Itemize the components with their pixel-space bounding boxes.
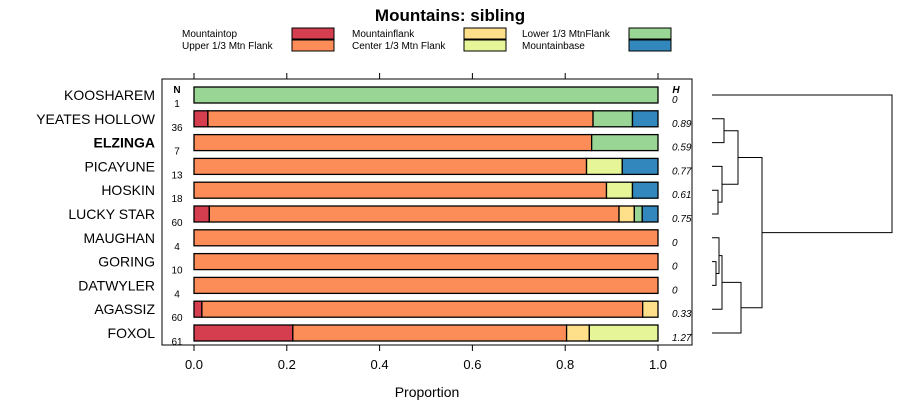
legend-label: Mountainflank bbox=[352, 29, 415, 40]
row-label: KOOSHAREM bbox=[64, 87, 155, 103]
dendrogram bbox=[712, 94, 893, 334]
row-label: PICAYUNE bbox=[84, 158, 155, 174]
row-h-value: 0.89 bbox=[672, 119, 692, 130]
bar-segment bbox=[193, 181, 608, 199]
h-column-header: H bbox=[672, 85, 680, 96]
bar-segment bbox=[590, 133, 659, 152]
row-n-value: 60 bbox=[171, 313, 183, 324]
row-label: YEATES HOLLOW bbox=[36, 111, 156, 127]
legend-label: Lower 1/3 MtnFlank bbox=[522, 29, 611, 40]
bar-segment bbox=[193, 229, 659, 247]
bar-segment bbox=[193, 252, 659, 271]
x-axis-title: Proportion bbox=[395, 384, 460, 400]
bar-segment bbox=[585, 157, 623, 176]
dendrogram-branch bbox=[712, 165, 723, 203]
legend-swatch bbox=[628, 27, 672, 40]
bar-segment bbox=[193, 276, 659, 295]
row-n-value: 60 bbox=[171, 218, 183, 229]
dendrogram-branch bbox=[712, 118, 725, 144]
bar-segment bbox=[621, 157, 659, 176]
row-n-value: 36 bbox=[171, 123, 183, 134]
plot-frame bbox=[161, 78, 693, 346]
bar-segment bbox=[565, 324, 590, 342]
bar-segment bbox=[201, 300, 644, 318]
bar-segment bbox=[193, 300, 203, 318]
row-h-value: 0 bbox=[672, 285, 678, 296]
dendrogram-branch bbox=[712, 281, 742, 334]
row-h-value: 0.77 bbox=[672, 166, 692, 177]
row-n-value: 1 bbox=[174, 99, 180, 110]
dendrogram-branch bbox=[712, 94, 893, 234]
bar-segment bbox=[292, 324, 568, 342]
bar-segment bbox=[641, 205, 659, 223]
bar-segment bbox=[588, 324, 659, 342]
legend-label: Center 1/3 Mtn Flank bbox=[352, 41, 446, 52]
row-h-value: 0 bbox=[672, 95, 678, 106]
x-tick-label: 0.4 bbox=[371, 357, 389, 372]
row-label: AGASSIZ bbox=[94, 301, 155, 317]
legend-label: Upper 1/3 Mtn Flank bbox=[182, 41, 274, 52]
bar-segment bbox=[633, 205, 643, 223]
x-tick-label: 1.0 bbox=[649, 357, 667, 372]
bar-segment bbox=[208, 205, 620, 223]
row-h-value: 0.61 bbox=[672, 190, 691, 201]
bar-segment bbox=[631, 110, 659, 128]
bar-segment bbox=[207, 110, 594, 128]
bar-segment bbox=[631, 181, 659, 199]
bar-segment bbox=[193, 205, 210, 223]
legend-swatch bbox=[463, 39, 507, 52]
legend-swatch bbox=[628, 39, 672, 52]
bar-segment bbox=[592, 110, 634, 128]
dendrogram-branch bbox=[712, 255, 723, 310]
x-tick-label: 0.2 bbox=[278, 357, 296, 372]
row-label: LUCKY STAR bbox=[68, 206, 155, 222]
row-h-value: 1.27 bbox=[672, 333, 692, 344]
bar-segment bbox=[193, 157, 588, 176]
row-label: ELZINGA bbox=[94, 135, 155, 151]
legend-swatch bbox=[463, 27, 507, 40]
x-tick-label: 0.6 bbox=[463, 357, 481, 372]
bar-segment bbox=[193, 110, 209, 128]
row-h-value: 0.75 bbox=[672, 214, 692, 225]
dendrogram-branch bbox=[712, 189, 719, 215]
legend-label: Mountaintop bbox=[182, 29, 237, 40]
row-n-value: 4 bbox=[174, 242, 180, 253]
row-h-value: 0 bbox=[672, 262, 678, 273]
row-h-value: 0.33 bbox=[672, 309, 692, 320]
bar-segment bbox=[193, 86, 659, 104]
legend-swatch bbox=[291, 27, 335, 40]
bar-segment bbox=[605, 181, 634, 199]
row-n-value: 61 bbox=[171, 337, 183, 348]
row-n-value: 10 bbox=[171, 266, 183, 277]
bar-segment bbox=[193, 133, 593, 152]
row-label: HOSKIN bbox=[101, 182, 155, 198]
dendrogram-branch bbox=[712, 261, 717, 286]
row-label: FOXOL bbox=[108, 325, 156, 341]
row-n-value: 13 bbox=[171, 170, 183, 181]
dendrogram-branch bbox=[738, 156, 763, 309]
bar-segment bbox=[618, 205, 635, 223]
row-h-value: 0 bbox=[672, 238, 678, 249]
row-label: MAUGHAN bbox=[83, 230, 155, 246]
row-label: DATWYLER bbox=[78, 277, 155, 293]
bar-segment bbox=[193, 324, 294, 342]
x-tick-label: 0.0 bbox=[185, 357, 203, 372]
legend-label: Mountainbase bbox=[522, 41, 585, 52]
row-n-value: 4 bbox=[174, 289, 180, 300]
x-axis: 0.0 0.2 0.4 0.6 0.8 1.0 bbox=[185, 73, 667, 372]
row-n-value: 18 bbox=[171, 194, 183, 205]
x-tick-label: 0.8 bbox=[556, 357, 574, 372]
legend-swatch bbox=[291, 39, 335, 52]
bar-segment bbox=[642, 300, 659, 318]
row-n-value: 7 bbox=[174, 147, 180, 158]
n-column-header: N bbox=[173, 85, 180, 96]
row-label: GORING bbox=[98, 254, 155, 270]
chart-title: Mountains: sibling bbox=[375, 6, 525, 25]
row-h-value: 0.59 bbox=[672, 143, 692, 154]
